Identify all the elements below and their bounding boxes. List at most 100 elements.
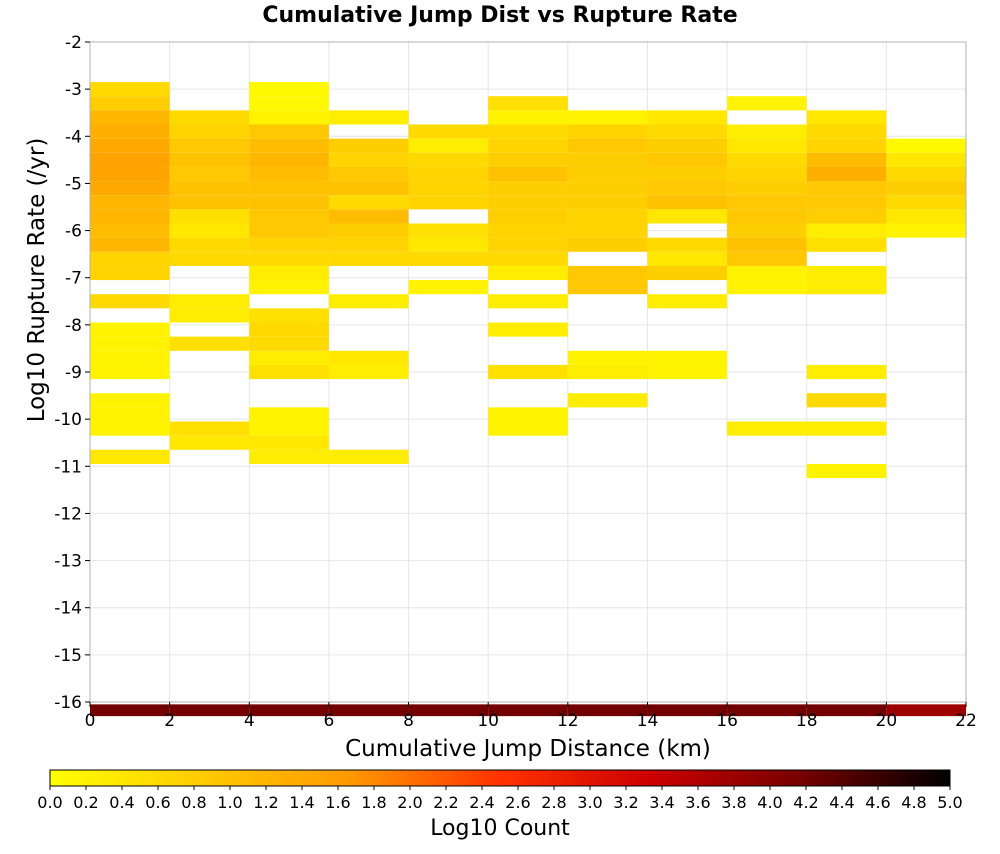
heatmap-cell xyxy=(90,110,170,125)
heatmap-cell xyxy=(567,138,648,153)
colorbar xyxy=(49,769,951,787)
heatmap-cell xyxy=(249,435,329,450)
heatmap-cell xyxy=(249,237,329,252)
heatmap-cell xyxy=(488,124,568,139)
heatmap-cell xyxy=(169,110,250,125)
y-tick-label: -16 xyxy=(54,693,82,713)
heatmap-cell xyxy=(249,364,329,380)
colorbar-tick-label: 3.8 xyxy=(721,793,746,812)
colorbar-label: Log10 Count xyxy=(430,816,570,841)
colorbar-tick-label: 2.2 xyxy=(433,793,458,812)
heatmap-cell xyxy=(90,223,170,238)
colorbar-tick-label: 4.6 xyxy=(865,793,890,812)
colorbar-tick-label: 3.4 xyxy=(649,793,674,812)
heatmap-cell xyxy=(328,364,409,380)
heatmap-cell xyxy=(249,124,329,139)
heatmap-cell xyxy=(488,251,568,266)
heatmap-cell xyxy=(169,421,250,436)
heatmap-cell xyxy=(90,364,170,380)
y-tick-label: -14 xyxy=(54,599,82,619)
colorbar-tick-label: 2.4 xyxy=(469,793,494,812)
colorbar-tick-label: 4.8 xyxy=(901,793,926,812)
heatmap-cell xyxy=(249,96,329,111)
heatmap-cell xyxy=(90,393,170,408)
heatmap-cells xyxy=(90,82,966,717)
heatmap-cell xyxy=(727,96,807,111)
heatmap-cell xyxy=(727,251,807,266)
heatmap-cell xyxy=(647,704,728,717)
heatmap-cell xyxy=(169,209,250,224)
heatmap-cell xyxy=(408,181,489,196)
heatmap-cell xyxy=(886,704,966,717)
colorbar-tick-label: 3.6 xyxy=(685,793,710,812)
heatmap-cell xyxy=(408,166,489,182)
heatmap-cell xyxy=(249,110,329,125)
heatmap-cell xyxy=(647,181,728,196)
y-tick-label: -13 xyxy=(54,552,82,572)
colorbar-ticks: 0.0 0.2 0.4 0.6 0.8 1.0 1.2 1.4 1.6 1.8 2.0 2.2 2.4 2… xyxy=(37,786,963,812)
heatmap-cell xyxy=(567,181,648,196)
heatmap-cell xyxy=(249,322,329,337)
heatmap-cell xyxy=(567,704,648,717)
heatmap-cell xyxy=(567,364,648,380)
heatmap-cell xyxy=(90,181,170,196)
heatmap-cell xyxy=(647,251,728,266)
heatmap-cell xyxy=(249,280,329,295)
x-tick-label: 10 xyxy=(477,711,499,731)
heatmap-cell xyxy=(488,195,568,210)
heatmap-cell xyxy=(328,294,409,309)
colorbar-tick-label: 5.0 xyxy=(937,793,962,812)
heatmap-cell xyxy=(886,152,966,167)
colorbar-tick-label: 0.6 xyxy=(145,793,170,812)
heatmap-cell xyxy=(169,237,250,252)
colorbar-tick-label: 1.6 xyxy=(325,793,350,812)
heatmap-cell xyxy=(169,138,250,153)
heatmap-cell xyxy=(328,209,409,224)
chart-title: Cumulative Jump Dist vs Rupture Rate xyxy=(262,3,737,28)
y-tick-label: -8 xyxy=(65,316,82,336)
colorbar-tick-label: 0.0 xyxy=(37,793,62,812)
heatmap-cell xyxy=(806,393,887,408)
heatmap-cell xyxy=(488,265,568,281)
heatmap-cell xyxy=(328,350,409,365)
x-axis-ticks: 0 2 4 6 8 10 12 14 16 18 20 22 xyxy=(85,702,977,731)
colorbar-tick-label: 4.4 xyxy=(829,793,854,812)
x-tick-label: 12 xyxy=(557,711,579,731)
heatmap-cell xyxy=(647,124,728,139)
heatmap-cell xyxy=(727,421,807,436)
heatmap-cell xyxy=(90,322,170,337)
heatmap-cell xyxy=(488,209,568,224)
heatmap-cell xyxy=(249,138,329,153)
heatmap-cell xyxy=(488,223,568,238)
heatmap-cell xyxy=(328,166,409,182)
heatmap-cell xyxy=(328,237,409,252)
heatmap-cell xyxy=(328,181,409,196)
heatmap-cell xyxy=(488,181,568,196)
y-tick-label: -9 xyxy=(65,363,82,383)
heatmap-cell xyxy=(90,209,170,224)
heatmap-cell xyxy=(169,435,250,450)
heatmap-cell xyxy=(328,704,409,717)
heatmap-cell xyxy=(169,152,250,167)
heatmap-cell xyxy=(567,195,648,210)
heatmap-cell xyxy=(647,350,728,365)
heatmap-cell xyxy=(90,138,170,153)
heatmap-cell xyxy=(90,152,170,167)
heatmap-cell xyxy=(408,704,489,717)
heatmap-cell xyxy=(169,124,250,139)
colorbar-tick-label: 1.0 xyxy=(217,793,242,812)
y-tick-label: -2 xyxy=(65,33,82,53)
heatmap-cell xyxy=(488,322,568,337)
heatmap-cell xyxy=(90,96,170,111)
x-tick-label: 14 xyxy=(637,711,659,731)
heatmap-cell xyxy=(806,237,887,252)
heatmap-cell xyxy=(488,138,568,153)
heatmap-cell xyxy=(249,195,329,210)
heatmap-cell xyxy=(249,265,329,281)
heatmap-cell xyxy=(249,209,329,224)
colorbar-tick-label: 4.2 xyxy=(793,793,818,812)
x-tick-label: 22 xyxy=(955,711,977,731)
heatmap-cell xyxy=(408,251,489,266)
heatmap-cell xyxy=(727,166,807,182)
heatmap-cell xyxy=(727,265,807,281)
